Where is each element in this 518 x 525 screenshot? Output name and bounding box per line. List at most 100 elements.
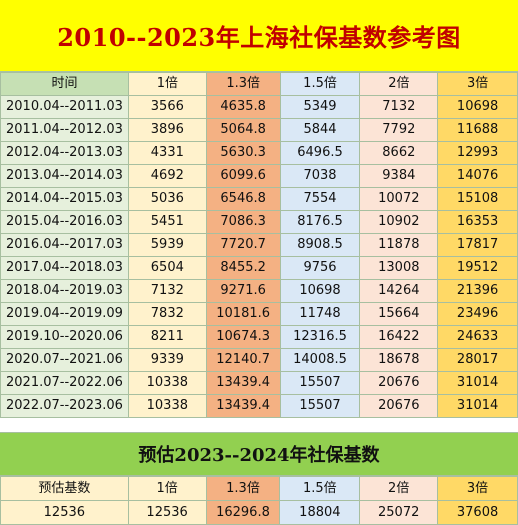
column-header: 时间 [0,72,129,96]
value-cell: 21396 [437,279,518,303]
forecast-header-row: 预估基数 1倍 1.3倍 1.5倍 2倍 3倍 [0,476,518,501]
column-header: 1.5倍 [279,72,361,96]
value-cell: 8662 [359,141,439,165]
period-cell: 2022.07--2023.06 [0,394,129,418]
value-cell: 13439.4 [205,394,281,418]
value-cell: 8176.5 [279,210,361,234]
value-cell: 7132 [359,95,439,119]
value-cell: 6546.8 [205,187,281,211]
value-cell: 12993 [437,141,518,165]
forecast-header-cell: 预估基数 [0,476,129,501]
value-cell: 7086.3 [205,210,281,234]
value-cell: 10072 [359,187,439,211]
value-cell: 17817 [437,233,518,257]
base-table: 时间 1倍 1.3倍 1.5倍 2倍 3倍 2010.04--2011.03 3566 4635… [0,72,518,418]
value-cell: 5349 [279,95,361,119]
value-cell: 6504 [127,256,207,280]
value-cell: 24633 [437,325,518,349]
value-cell: 8211 [127,325,207,349]
table-row: 2020.07--2021.06 9339 12140.7 14008.5 18678 2… [0,348,518,372]
value-cell: 5064.8 [205,118,281,142]
value-cell: 13439.4 [205,371,281,395]
value-cell: 7132 [127,279,207,303]
table-row: 2019.04--2019.09 7832 10181.6 11748 15664 234… [0,302,518,326]
value-cell: 14008.5 [279,348,361,372]
value-cell: 18678 [359,348,439,372]
value-cell: 11878 [359,233,439,257]
value-cell: 20676 [359,394,439,418]
forecast-value-cell: 16296.8 [205,500,281,525]
table-row: 2017.04--2018.03 6504 8455.2 9756 13008 19512 [0,256,518,280]
column-header: 2倍 [359,72,439,96]
value-cell: 5939 [127,233,207,257]
period-cell: 2012.04--2013.03 [0,141,129,165]
table-row: 2022.07--2023.06 10338 13439.4 15507 20676 31… [0,394,518,418]
value-cell: 28017 [437,348,518,372]
forecast-value-cell: 25072 [359,500,439,525]
value-cell: 6496.5 [279,141,361,165]
value-cell: 16422 [359,325,439,349]
header-row: 时间 1倍 1.3倍 1.5倍 2倍 3倍 [0,72,518,96]
table-row: 2015.04--2016.03 5451 7086.3 8176.5 10902 163… [0,210,518,234]
value-cell: 5451 [127,210,207,234]
column-header: 3倍 [437,72,518,96]
forecast-header-cell: 1.3倍 [205,476,281,501]
value-cell: 5630.3 [205,141,281,165]
column-header: 1倍 [127,72,207,96]
page-title: 2010--2023年上海社保基数参考图 [0,0,518,72]
value-cell: 14076 [437,164,518,188]
table-row: 2011.04--2012.03 3896 5064.8 5844 7792 11688 [0,118,518,142]
value-cell: 3896 [127,118,207,142]
forecast-value-cell: 37608 [437,500,518,525]
forecast-table: 预估基数 1倍 1.3倍 1.5倍 2倍 3倍 12536 12536 1629… [0,476,518,525]
value-cell: 12140.7 [205,348,281,372]
value-cell: 10181.6 [205,302,281,326]
value-cell: 8908.5 [279,233,361,257]
forecast-header-cell: 2倍 [359,476,439,501]
value-cell: 31014 [437,394,518,418]
value-cell: 7832 [127,302,207,326]
value-cell: 13008 [359,256,439,280]
value-cell: 14264 [359,279,439,303]
forecast-header-cell: 1倍 [127,476,207,501]
period-cell: 2010.04--2011.03 [0,95,129,119]
period-cell: 2016.04--2017.03 [0,233,129,257]
value-cell: 9384 [359,164,439,188]
value-cell: 15108 [437,187,518,211]
value-cell: 23496 [437,302,518,326]
value-cell: 4635.8 [205,95,281,119]
period-cell: 2020.07--2021.06 [0,348,129,372]
forecast-value-row: 12536 12536 16296.8 18804 25072 37608 [0,500,518,525]
forecast-value-cell: 18804 [279,500,361,525]
forecast-value-cell: 12536 [0,500,129,525]
table-row: 2012.04--2013.03 4331 5630.3 6496.5 8662 1299… [0,141,518,165]
period-cell: 2019.04--2019.09 [0,302,129,326]
value-cell: 10674.3 [205,325,281,349]
value-cell: 10338 [127,394,207,418]
period-cell: 2017.04--2018.03 [0,256,129,280]
value-cell: 11688 [437,118,518,142]
value-cell: 11748 [279,302,361,326]
value-cell: 7792 [359,118,439,142]
value-cell: 4331 [127,141,207,165]
value-cell: 5036 [127,187,207,211]
value-cell: 20676 [359,371,439,395]
value-cell: 7038 [279,164,361,188]
period-cell: 2014.04--2015.03 [0,187,129,211]
table-row: 2013.04--2014.03 4692 6099.6 7038 9384 14076 [0,164,518,188]
value-cell: 15664 [359,302,439,326]
period-cell: 2015.04--2016.03 [0,210,129,234]
period-cell: 2019.10--2020.06 [0,325,129,349]
value-cell: 7720.7 [205,233,281,257]
forecast-title: 预估2023--2024年社保基数 [0,432,518,476]
table-row: 2016.04--2017.03 5939 7720.7 8908.5 11878 178… [0,233,518,257]
table-row: 2014.04--2015.03 5036 6546.8 7554 10072 15108 [0,187,518,211]
period-cell: 2018.04--2019.03 [0,279,129,303]
value-cell: 7554 [279,187,361,211]
period-cell: 2013.04--2014.03 [0,164,129,188]
value-cell: 16353 [437,210,518,234]
table-row: 2021.07--2022.06 10338 13439.4 15507 20676 31… [0,371,518,395]
value-cell: 15507 [279,394,361,418]
value-cell: 4692 [127,164,207,188]
